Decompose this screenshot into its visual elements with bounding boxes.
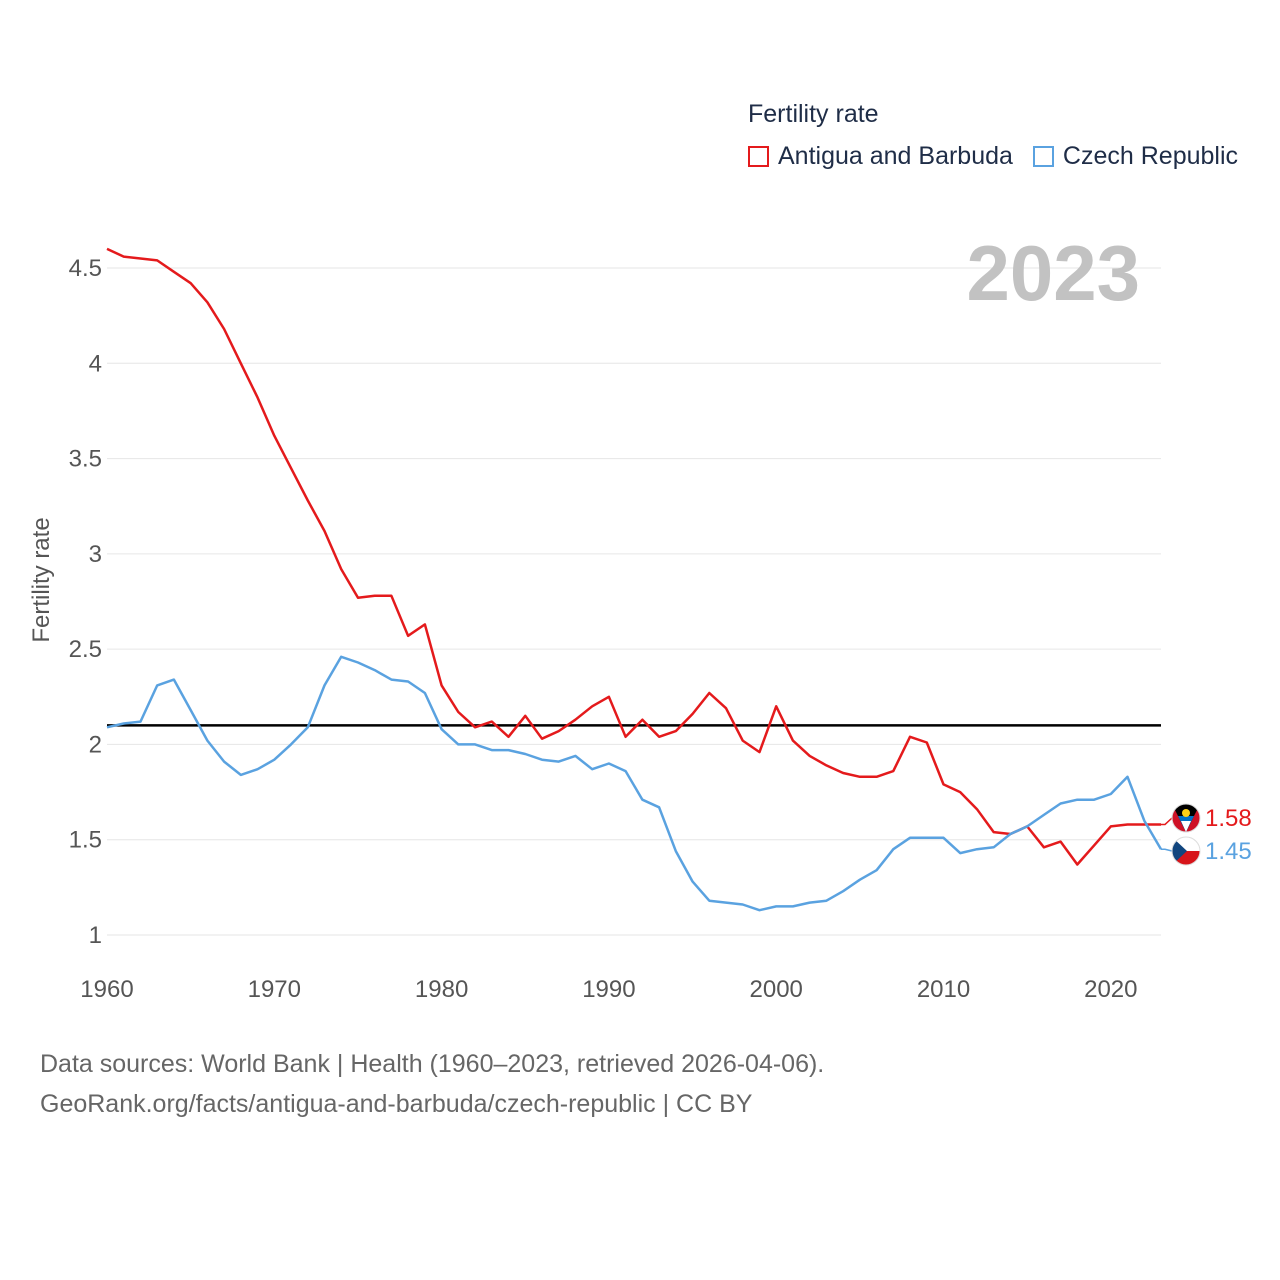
y-tick-1.5: 1.5 xyxy=(69,827,102,854)
legend-swatch-antigua xyxy=(748,146,769,167)
end-label-antigua: 1.58 xyxy=(1205,805,1252,832)
legend-item-antigua[interactable]: Antigua and Barbuda xyxy=(748,142,1013,171)
x-tick-1990: 1990 xyxy=(582,976,635,1003)
series-lines xyxy=(106,247,1163,912)
x-axis-ticks: 1960 1970 1980 1990 2000 2010 2020 xyxy=(80,976,1137,1003)
flag-antigua-sun xyxy=(1182,809,1190,817)
x-tick-1980: 1980 xyxy=(415,976,468,1003)
end-markers: 1.58 1.45 xyxy=(1161,803,1252,866)
source-line-1: Data sources: World Bank | Health (1960–… xyxy=(40,1050,825,1078)
legend-item-czech[interactable]: Czech Republic xyxy=(1032,142,1239,171)
year-label: 2023 xyxy=(966,229,1140,317)
series-line-czech xyxy=(106,655,1163,912)
y-tick-3: 3 xyxy=(89,541,102,568)
x-tick-2020: 2020 xyxy=(1084,976,1137,1003)
flag-czech-blue xyxy=(1172,837,1187,865)
end-connector-czech xyxy=(1161,848,1173,852)
source-line-2[interactable]: GeoRank.org/facts/antigua-and-barbuda/cz… xyxy=(40,1090,753,1118)
flag-antigua-white xyxy=(1181,821,1191,832)
x-tick-1960: 1960 xyxy=(80,976,133,1003)
y-axis-ticks: 1 1.5 2 2.5 3 3.5 4 4.5 xyxy=(69,255,102,949)
x-tick-2010: 2010 xyxy=(917,976,970,1003)
series-line-antigua xyxy=(106,247,1161,866)
legend-swatch-czech xyxy=(1032,146,1054,167)
legend-title: Fertility rate xyxy=(748,100,879,128)
x-tick-2000: 2000 xyxy=(750,976,803,1003)
legend-label-czech: Czech Republic xyxy=(1062,142,1239,170)
y-tick-2: 2 xyxy=(89,731,102,758)
y-tick-2.5: 2.5 xyxy=(69,636,102,663)
flag-border-czech xyxy=(1171,836,1201,866)
grid-lines xyxy=(107,267,1161,936)
y-tick-4: 4 xyxy=(89,350,102,377)
x-tick-1970: 1970 xyxy=(248,976,301,1003)
y-tick-1: 1 xyxy=(89,922,102,949)
flag-border-antigua xyxy=(1171,803,1201,833)
flag-icon-czech xyxy=(1172,837,1200,865)
y-tick-3.5: 3.5 xyxy=(69,446,102,473)
end-connector-antigua xyxy=(1161,817,1173,826)
y-axis-label: Fertility rate xyxy=(28,517,55,643)
source-note: Data sources: World Bank | Health (1960–… xyxy=(40,1044,824,1124)
flag-icon-antigua xyxy=(1172,804,1200,832)
end-label-czech: 1.45 xyxy=(1205,838,1252,865)
y-tick-4.5: 4.5 xyxy=(69,255,102,282)
legend: Antigua and Barbuda Czech Republic xyxy=(748,142,1258,171)
legend-label-antigua: Antigua and Barbuda xyxy=(778,142,1013,170)
